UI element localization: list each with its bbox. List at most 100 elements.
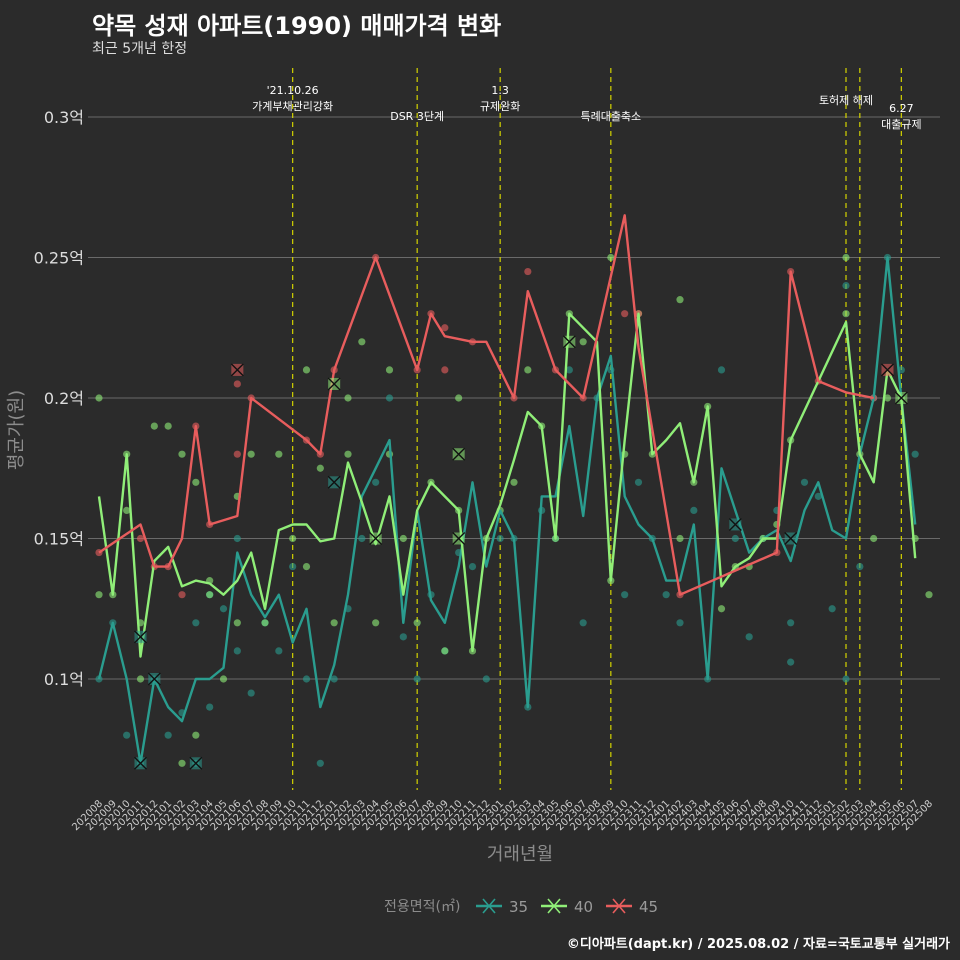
scatter-point-45 (441, 366, 449, 374)
scatter-point-40 (136, 675, 145, 683)
cross-marker-40 (452, 532, 466, 545)
cross-marker-45 (230, 363, 244, 377)
scatter-point-40 (289, 534, 297, 543)
scatter-point-35 (745, 633, 753, 641)
scatter-point-40 (330, 619, 338, 627)
legend-label: 40 (574, 898, 593, 916)
event-label: 6.27 (889, 102, 914, 115)
legend-entry-35: 35 (476, 898, 528, 916)
scatter-point-35 (289, 563, 297, 571)
series-line-35 (97, 256, 917, 765)
scatter-point-40 (510, 478, 518, 486)
cross-marker-x (784, 532, 798, 545)
legend-title: 전용면적(㎡) (384, 899, 460, 915)
scatter-point-35 (219, 605, 228, 613)
scatter-point-45 (233, 380, 241, 388)
event-label: DSR 3단계 (390, 110, 444, 123)
scatter-point-40 (302, 366, 311, 374)
footer-credit: ©디아파트(dapt.kr) / 2025.08.02 / 자료=국토교통부 실… (566, 937, 950, 952)
cross-marker-35 (728, 517, 742, 531)
cross-marker-x (134, 756, 147, 770)
scatter-point-35 (634, 478, 643, 486)
cross-marker-40 (327, 377, 341, 391)
cross-marker-35 (189, 756, 203, 770)
scatter-point-35 (717, 366, 726, 374)
chart-title: 약목 성재 아파트(1990) 매매가격 변화 (92, 12, 502, 40)
scatter-point-40 (247, 450, 255, 458)
scatter-point-35 (842, 282, 850, 290)
scatter-point-40 (123, 506, 131, 514)
legend-swatch-cross (547, 898, 561, 914)
cross-marker-40 (894, 391, 908, 405)
scatter-point-35 (247, 689, 255, 697)
cross-marker-35 (134, 630, 147, 644)
scatter-point-35 (828, 605, 836, 613)
scatter-point-40 (344, 394, 352, 402)
scatter-point-45 (178, 591, 186, 599)
event-label: 대출규제 (881, 118, 921, 131)
chart-subtitle: 최근 5개년 한정 (92, 41, 188, 57)
scatter-point-35 (385, 394, 394, 402)
scatter-point-35 (316, 759, 324, 767)
scatter-point-35 (800, 478, 809, 486)
scatter-point-40 (607, 253, 615, 262)
scatter-point-40 (717, 605, 726, 613)
scatter-point-40 (579, 338, 587, 346)
scatter-point-35 (302, 675, 311, 683)
y-tick-label: 0.25억 (34, 249, 84, 268)
cross-marker-35 (784, 532, 798, 545)
scatter-point-40 (219, 675, 228, 683)
scatter-point-35 (662, 591, 670, 599)
scatter-point-35 (814, 492, 822, 500)
cross-marker-x (327, 377, 341, 391)
event-label: 토허제 해제 (819, 93, 873, 107)
event-label: 가계부채관리강화 (252, 100, 333, 113)
y-tick-label: 0.3억 (44, 108, 84, 127)
cross-marker-x (369, 532, 383, 545)
event-label: 규제완화 (480, 100, 520, 113)
scatter-point-40 (842, 310, 850, 318)
scatter-point-45 (233, 450, 241, 458)
scatter-point-35 (690, 506, 698, 514)
scatter-point-35 (856, 563, 864, 571)
scatter-point-45 (441, 324, 449, 332)
scatter-point-40 (524, 366, 532, 374)
scatter-point-35 (399, 633, 407, 641)
legend-label: 35 (509, 898, 528, 916)
cross-marker-x (562, 335, 576, 349)
legend-swatch-cross (612, 898, 626, 914)
y-tick-label: 0.2억 (44, 389, 84, 408)
scatter-point-35 (565, 366, 573, 374)
scatter-point-35 (233, 647, 241, 655)
scatter-point-35 (731, 534, 739, 543)
scatter-point-40 (455, 394, 463, 402)
legend-label: 45 (639, 898, 658, 916)
scatter-point-40 (883, 394, 892, 402)
legend-swatch-cross (482, 898, 496, 914)
scatter-point-35 (330, 675, 338, 683)
scatter-point-35 (842, 675, 850, 683)
scatter-point-35 (787, 658, 795, 666)
legend: 전용면적(㎡) 35 40 45 (384, 898, 658, 916)
cross-marker-x (327, 475, 341, 489)
scatter-point-40 (192, 731, 200, 739)
scatter-point-40 (233, 619, 241, 627)
event-label: '21.10.26 (267, 84, 319, 97)
scatter-point-40 (925, 591, 933, 599)
scatter-point-35 (372, 478, 380, 486)
x-axis-label: 거래년월 (487, 844, 553, 865)
scatter-point-35 (123, 731, 131, 739)
scatter-point-40 (302, 563, 311, 571)
scatter-point-35 (192, 619, 200, 627)
scatter-points (95, 253, 933, 767)
y-tick-label: 0.15억 (34, 530, 84, 549)
series-line-40 (97, 312, 917, 658)
scatter-point-35 (482, 675, 490, 683)
scatter-point-40 (385, 366, 394, 374)
scatter-point-35 (676, 619, 684, 627)
scatter-point-35 (413, 675, 421, 683)
scatter-point-40 (358, 338, 366, 346)
cross-marker-x (189, 756, 203, 770)
